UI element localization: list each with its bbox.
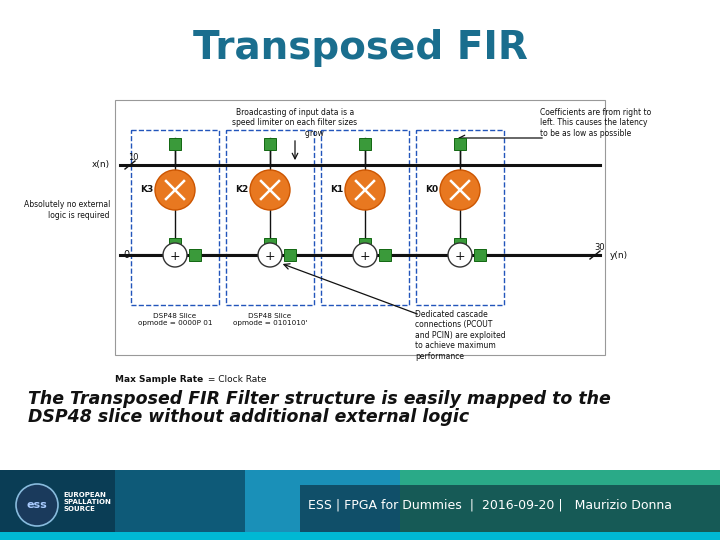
Text: K0: K0: [425, 186, 438, 194]
Circle shape: [155, 170, 195, 210]
Text: DSP48 slice without additional external logic: DSP48 slice without additional external …: [28, 408, 469, 426]
Bar: [454, 138, 466, 150]
Circle shape: [258, 243, 282, 267]
Bar: [115, 470, 245, 540]
Text: 30: 30: [595, 242, 606, 252]
Text: DSP48 Slice
opmode = 0000P 01: DSP48 Slice opmode = 0000P 01: [138, 313, 212, 326]
Text: y(n): y(n): [610, 251, 628, 260]
Circle shape: [250, 170, 290, 210]
Text: +: +: [360, 249, 370, 262]
Bar: [379, 249, 391, 261]
Bar: [0, 532, 720, 540]
Text: K2: K2: [235, 186, 248, 194]
Bar: [300, 485, 720, 535]
Text: K3: K3: [140, 186, 153, 194]
Bar: [264, 138, 276, 150]
Text: Max Sample Rate: Max Sample Rate: [115, 375, 203, 384]
Text: K1: K1: [330, 186, 343, 194]
Text: ess: ess: [27, 500, 48, 510]
Text: +: +: [455, 249, 465, 262]
Bar: [454, 238, 466, 250]
Bar: [226, 130, 314, 305]
Circle shape: [345, 170, 385, 210]
Text: Transposed FIR: Transposed FIR: [192, 29, 528, 67]
Circle shape: [440, 170, 480, 210]
Text: ESS | FPGA for Dummies  |  2016-09-20 |   Maurizio Donna: ESS | FPGA for Dummies | 2016-09-20 | Ma…: [308, 498, 672, 511]
Bar: [416, 130, 504, 305]
Text: 0: 0: [123, 250, 129, 260]
Text: = Clock Rate: = Clock Rate: [205, 375, 266, 384]
Bar: [321, 130, 409, 305]
Bar: [169, 238, 181, 250]
Text: The Transposed FIR Filter structure is easily mapped to the: The Transposed FIR Filter structure is e…: [28, 390, 611, 408]
Bar: [189, 249, 201, 261]
Circle shape: [16, 484, 58, 526]
Text: 10: 10: [127, 152, 138, 161]
Bar: [169, 138, 181, 150]
Circle shape: [448, 243, 472, 267]
Bar: [264, 238, 276, 250]
Text: x(n): x(n): [92, 160, 110, 170]
Circle shape: [163, 243, 187, 267]
Bar: [400, 470, 720, 540]
Text: DSP48 Slice
opmode = 0101010': DSP48 Slice opmode = 0101010': [233, 313, 307, 326]
Bar: [474, 249, 486, 261]
Bar: [284, 249, 296, 261]
Bar: [359, 238, 371, 250]
Bar: [131, 130, 219, 305]
Bar: [0, 470, 720, 540]
Bar: [359, 138, 371, 150]
Text: +: +: [265, 249, 275, 262]
Text: Dedicated cascade
connections (PCOUT
and PCIN) are exploited
to achieve maximum
: Dedicated cascade connections (PCOUT and…: [415, 310, 505, 361]
Text: EUROPEAN
SPALLATION
SOURCE: EUROPEAN SPALLATION SOURCE: [63, 492, 111, 512]
Text: Broadcasting of input data is a
speed limiter on each filter sizes
             : Broadcasting of input data is a speed li…: [233, 108, 358, 138]
Text: Absolutely no external
logic is required: Absolutely no external logic is required: [24, 200, 110, 220]
Text: +: +: [170, 249, 180, 262]
Circle shape: [353, 243, 377, 267]
Bar: [115, 100, 605, 355]
Text: Coefficients are from right to
left. This causes the latency
to be as low as pos: Coefficients are from right to left. Thi…: [540, 108, 652, 138]
Bar: [0, 470, 115, 540]
